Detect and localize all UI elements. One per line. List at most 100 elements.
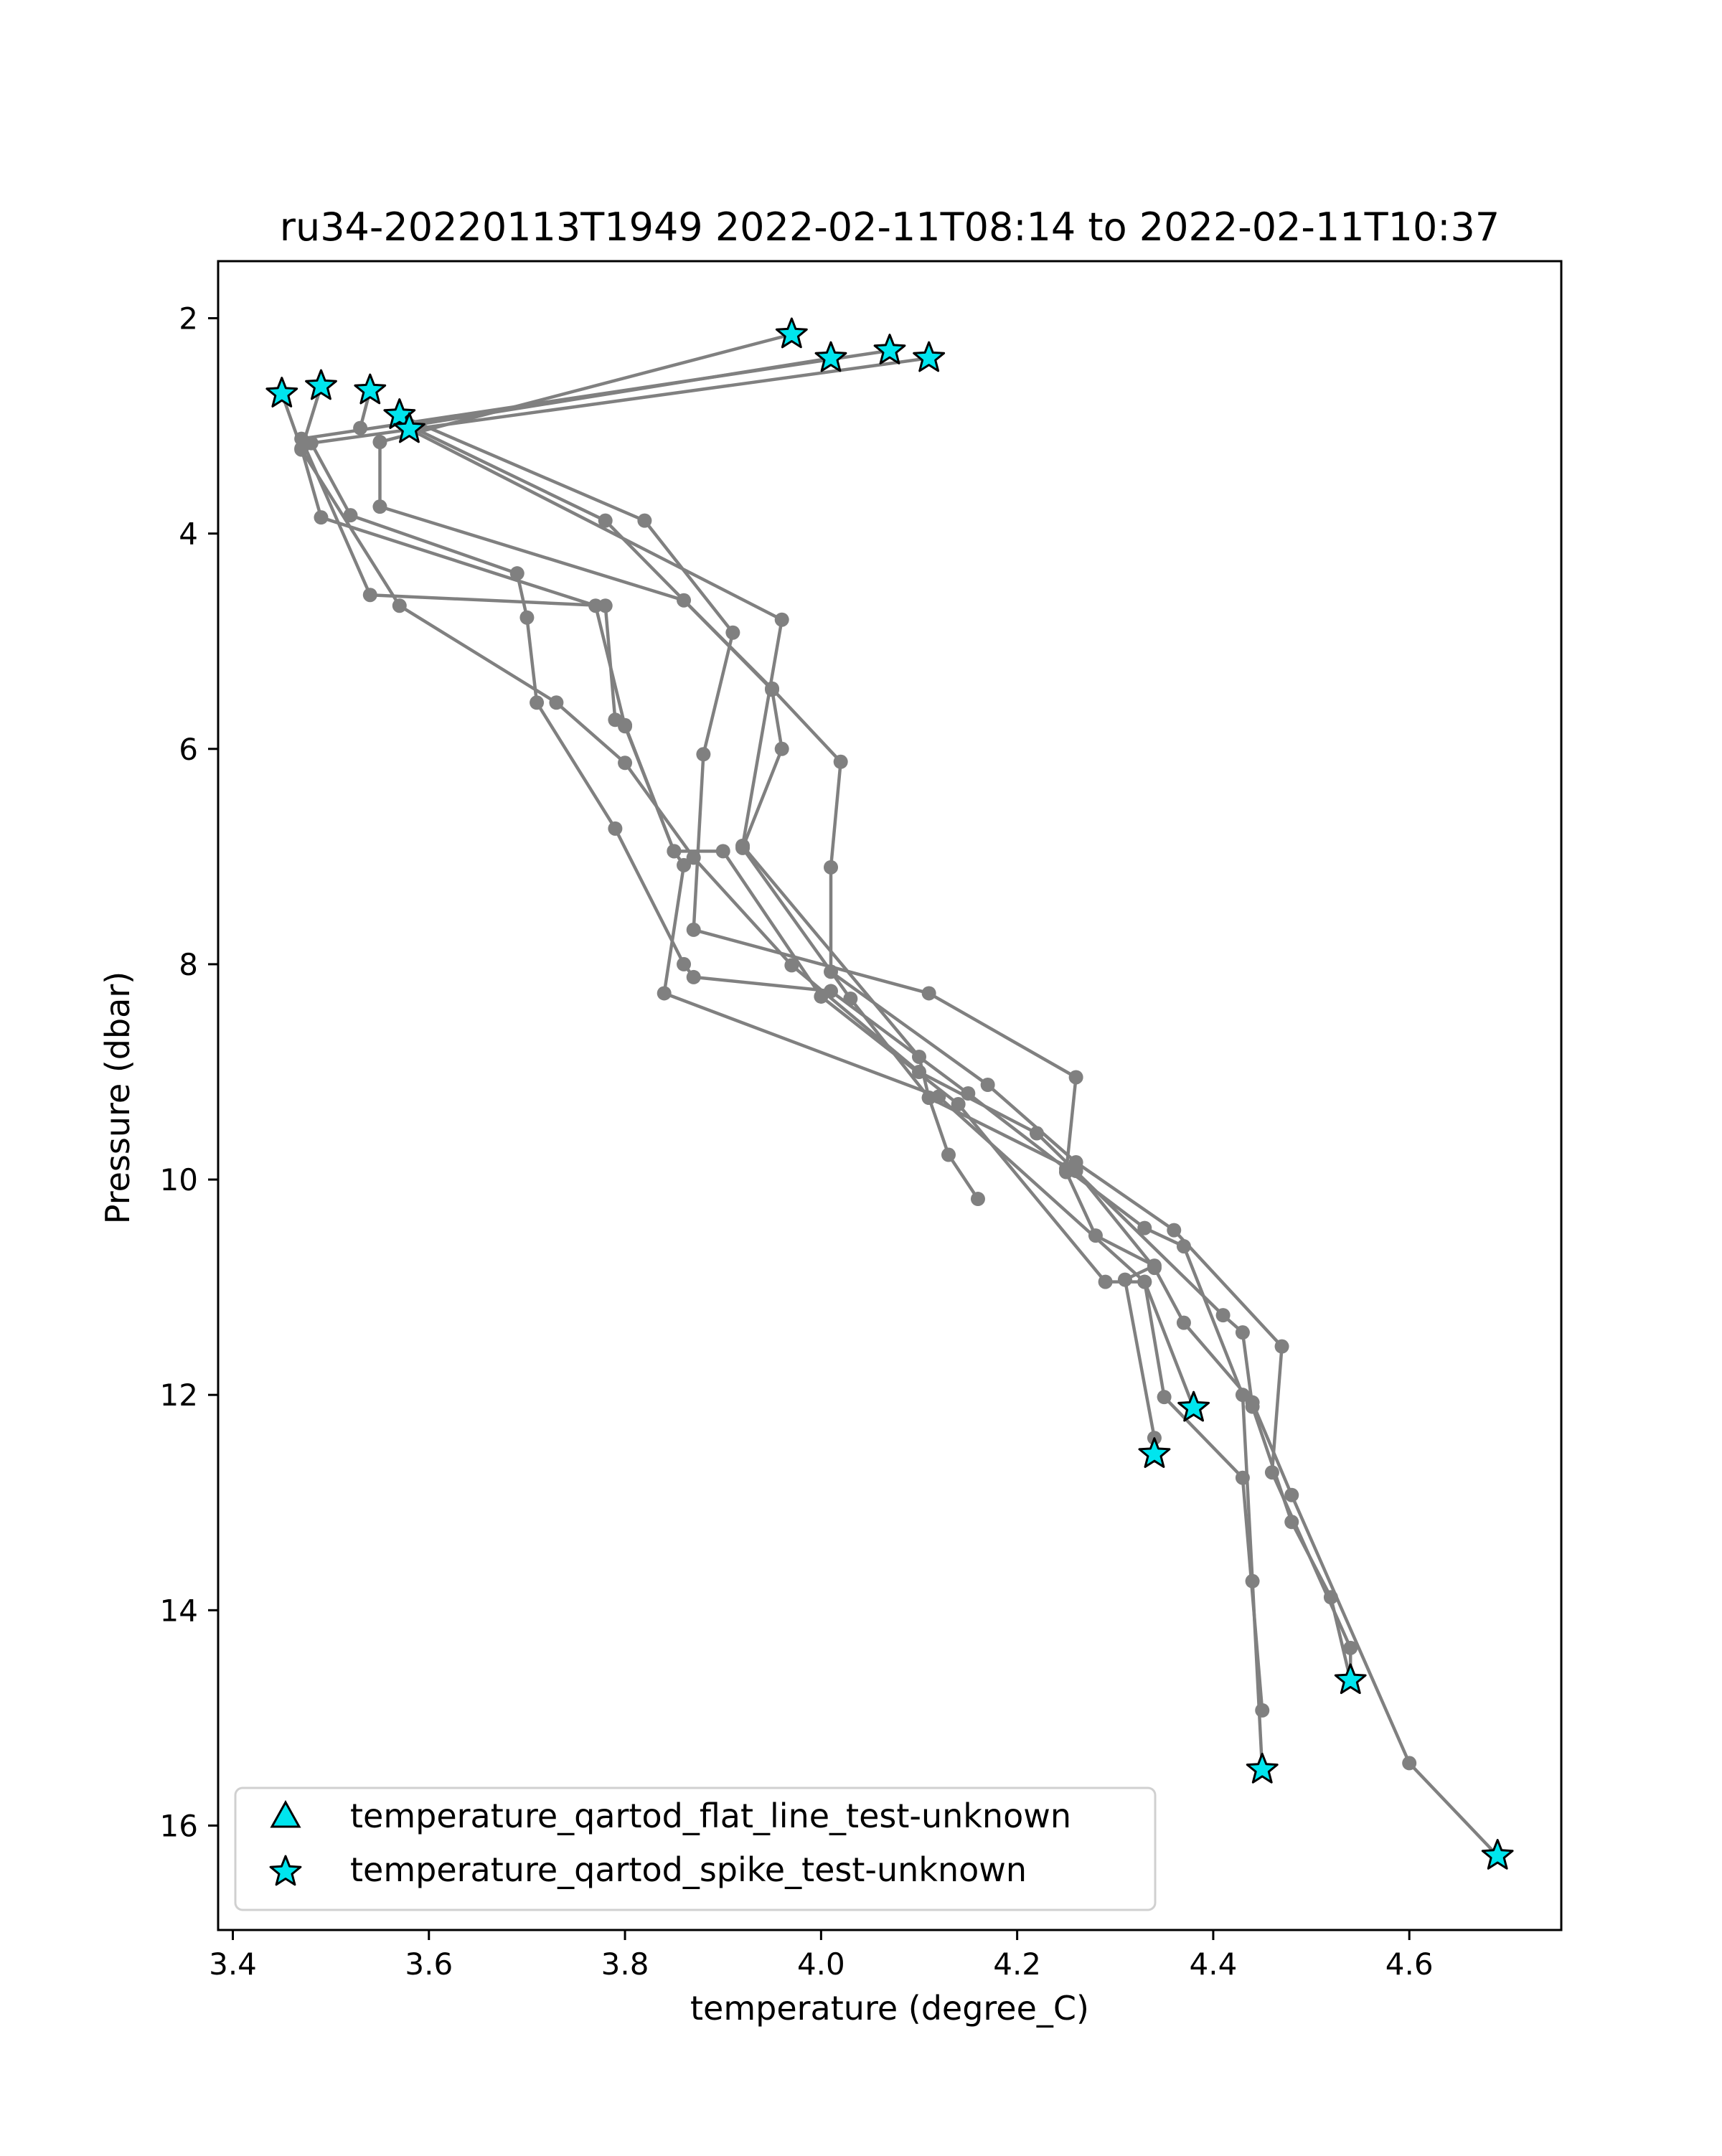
data-point — [1323, 1590, 1338, 1605]
data-point — [686, 922, 701, 937]
plot-frame — [217, 260, 1563, 1931]
data-point — [657, 986, 672, 1001]
data-point — [1284, 1515, 1299, 1530]
data-point — [1137, 1220, 1152, 1235]
spike-flag-marker — [393, 412, 425, 443]
data-point — [1255, 1703, 1270, 1718]
y-tick-label: 4 — [179, 517, 198, 552]
data-point — [372, 499, 387, 514]
x-axis-label: temperature (degree_C) — [690, 1989, 1089, 2028]
profile-series — [294, 379, 1358, 1687]
spike-flag-marker — [305, 369, 337, 400]
data-point — [667, 844, 682, 859]
data-point — [921, 1091, 936, 1106]
data-point — [314, 510, 329, 525]
data-point — [353, 420, 368, 436]
data-point — [735, 838, 751, 853]
data-point — [1098, 1274, 1113, 1289]
data-point — [911, 1049, 926, 1064]
legend: temperature_qartod_flat_line_test-unknow… — [234, 1787, 1157, 1911]
spike-flag-marker — [265, 377, 298, 408]
data-point — [343, 508, 358, 523]
data-point — [1029, 1126, 1044, 1141]
spike-flag-marker — [1334, 1663, 1367, 1695]
data-point — [598, 598, 613, 613]
spike-flag-marker — [1481, 1839, 1514, 1870]
data-point — [677, 956, 692, 971]
data-point — [530, 695, 545, 710]
data-point — [824, 860, 839, 875]
spike-flag-marker — [1246, 1752, 1279, 1784]
star-icon — [269, 1855, 302, 1886]
legend-spike-marker — [269, 1855, 302, 1886]
data-point — [774, 612, 789, 627]
data-point — [696, 747, 711, 762]
spike-flag-marker — [354, 373, 387, 405]
data-point — [509, 566, 524, 581]
x-tick-label: 4.4 — [1190, 1946, 1238, 1982]
data-point — [951, 1097, 966, 1112]
data-point — [980, 1077, 995, 1092]
data-point — [1402, 1756, 1417, 1771]
spike-flag-marker — [1177, 1390, 1210, 1422]
data-point — [372, 435, 387, 450]
spike-flags — [265, 317, 1514, 1870]
data-point — [774, 741, 789, 756]
spike-flag-marker — [383, 398, 416, 429]
profile-series — [402, 422, 985, 1207]
data-point — [1235, 1388, 1250, 1403]
y-tick-label: 10 — [160, 1162, 198, 1197]
y-axis-label: Pressure (dbar) — [98, 971, 137, 1224]
x-tick-label: 3.6 — [405, 1946, 453, 1982]
axes: 3.4 3.6 3.8 4.0 4.2 4.4 4.6 2 4 6 8 10 12 14 16 — [160, 260, 1563, 1982]
data-point — [784, 958, 799, 973]
spike-flag-marker — [775, 317, 808, 349]
data-point — [686, 969, 701, 984]
data-point — [1274, 1339, 1289, 1354]
y-tick-label: 16 — [160, 1808, 198, 1843]
data-point — [1137, 1274, 1152, 1289]
legend-flat-line-label: temperature_qartod_flat_line_test-unknow… — [350, 1797, 1071, 1835]
x-tick-label: 4.2 — [993, 1946, 1041, 1982]
x-tick-label: 3.4 — [209, 1946, 257, 1982]
data-point — [1147, 1258, 1162, 1274]
x-tick-label: 3.8 — [601, 1946, 649, 1982]
data-point — [519, 610, 535, 625]
data-point — [618, 719, 633, 734]
data-point — [1235, 1470, 1250, 1485]
data-point — [725, 625, 740, 640]
data-point — [970, 1192, 985, 1207]
data-point — [1167, 1223, 1182, 1238]
data-point — [715, 844, 730, 859]
data-point — [618, 755, 633, 771]
spike-flag-marker — [1138, 1437, 1171, 1468]
data-point — [1068, 1070, 1083, 1085]
x-tick-label: 4.0 — [797, 1946, 845, 1982]
data-point — [911, 1064, 926, 1079]
data-point — [1215, 1308, 1231, 1323]
plot-area — [265, 317, 1514, 1870]
data-point — [833, 754, 848, 769]
data-point — [1176, 1315, 1191, 1330]
data-point — [1117, 1272, 1132, 1287]
data-point — [1343, 1640, 1358, 1655]
spike-flag-marker — [873, 334, 906, 364]
data-point — [1157, 1390, 1172, 1405]
data-point — [637, 513, 652, 528]
legend-spike-label: temperature_qartod_spike_test-unknown — [350, 1850, 1027, 1889]
y-tick-label: 14 — [160, 1593, 198, 1628]
data-point — [588, 598, 603, 613]
chart-title: ru34-20220113T1949 2022-02-11T08:14 to 2… — [280, 204, 1500, 250]
spike-flag-marker — [814, 341, 847, 372]
data-point — [362, 588, 377, 603]
data-point — [1284, 1487, 1299, 1502]
data-point — [677, 857, 692, 872]
data-point — [1235, 1325, 1250, 1340]
spike-flag-marker — [913, 341, 946, 372]
triangle-icon — [270, 1799, 301, 1828]
data-point — [1088, 1228, 1103, 1243]
data-point — [549, 695, 564, 710]
data-point — [843, 991, 858, 1006]
